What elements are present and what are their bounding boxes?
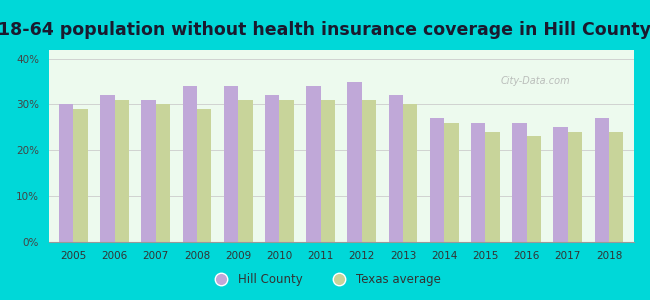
Bar: [183, 86, 197, 242]
Bar: [280, 100, 294, 242]
Bar: [73, 109, 88, 242]
Bar: [595, 118, 609, 242]
Legend: Hill County, Texas average: Hill County, Texas average: [204, 269, 446, 291]
Bar: [265, 95, 280, 242]
Text: City-Data.com: City-Data.com: [500, 76, 570, 86]
Bar: [197, 109, 211, 242]
Bar: [114, 100, 129, 242]
Bar: [486, 132, 500, 242]
Bar: [142, 100, 156, 242]
Bar: [430, 118, 444, 242]
Bar: [306, 86, 320, 242]
Bar: [553, 127, 568, 242]
Bar: [444, 123, 459, 242]
Text: 18-64 population without health insurance coverage in Hill County: 18-64 population without health insuranc…: [0, 21, 650, 39]
Bar: [403, 104, 417, 242]
Bar: [362, 100, 376, 242]
Bar: [239, 100, 253, 242]
Bar: [471, 123, 486, 242]
Bar: [389, 95, 403, 242]
Bar: [526, 136, 541, 242]
Bar: [609, 132, 623, 242]
Bar: [100, 95, 114, 242]
Bar: [320, 100, 335, 242]
Bar: [568, 132, 582, 242]
Bar: [59, 104, 73, 242]
Bar: [348, 82, 362, 242]
Bar: [512, 123, 527, 242]
Bar: [156, 104, 170, 242]
Bar: [224, 86, 239, 242]
